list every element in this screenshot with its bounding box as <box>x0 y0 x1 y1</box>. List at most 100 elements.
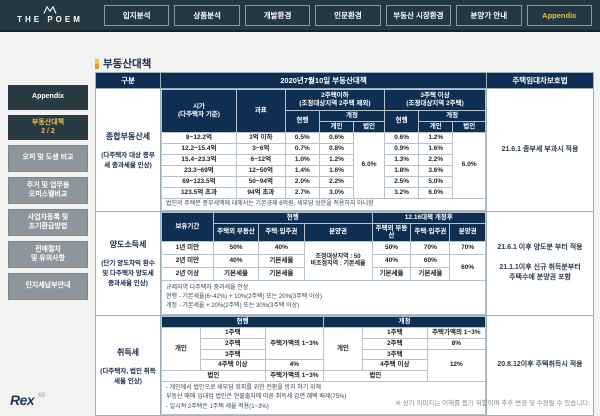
cell: 기본세율 <box>258 267 305 282</box>
table-row: 개인 1주택 주택가액의 1~3% 개인 1주택 주택가액의 1~3% <box>161 326 487 372</box>
yangdo-notes: 규제지역 다주택자 중과세율 인상 현행 - 기본세율(6~42%) + 10%… <box>161 280 486 316</box>
cell: 조정대상지역 : 50 비조정지역 : 기본세율 <box>303 241 373 282</box>
note-text: 21.6.1 종부세 부과시 적용 <box>501 145 579 153</box>
cell: 개정 <box>318 110 386 122</box>
yangdo-table: 보유기간 현행 12.16대책 개정후 주택외 부동산 주택·입주권 분양권 주… <box>161 211 487 316</box>
cell: 69~123.5억 <box>161 175 237 188</box>
cell: 개정 <box>418 110 486 122</box>
sidebar-item-business-registration[interactable]: 사업자등록 및 조기환급방법 <box>8 209 88 236</box>
sidebar-item-stamp-tax[interactable]: 인지세납부안내 <box>8 273 88 300</box>
cell: 3억 이하 <box>235 131 286 144</box>
cell: 123.5억 초과 <box>161 186 237 199</box>
table-row: 1년 미만 50% 40% 조정대상지역 : 50 비조정지역 : 기본세율 5… <box>161 241 486 282</box>
section-label-chwideuk: 취득세 (다주택자, 법인 취득 세율 인상) <box>96 316 160 415</box>
cell: 주택가액의 1~3% <box>426 326 487 339</box>
cell: 2주택이하 (조정대상지역 2주택 제외) <box>284 89 386 111</box>
sidebar-item-appendix[interactable]: Appendix <box>8 85 88 110</box>
cell: 2년 이상 <box>161 267 214 282</box>
cell: 3.6% <box>418 164 454 177</box>
chwideuk-notes: - 개인에서 법인으로 세부담 회피를 위한 전환을 방지 하기 위해 부동산 … <box>161 380 486 415</box>
cell: 3주택 <box>361 348 428 361</box>
cell: 기본세율 <box>258 254 305 269</box>
cell: 개인 <box>161 326 201 372</box>
page-title-text: 부동산대책 <box>103 58 152 70</box>
table-row: 2년 이상 기본세율 기본세율 기본세율 기본세율 <box>161 267 486 282</box>
cell: 1.2% <box>418 131 454 144</box>
cell: 23.3~69억 <box>161 164 237 177</box>
table-row: 8~12.2억 3억 이하 0.5% 0.6% 6.0% 0.6% 1.2% 6… <box>161 131 486 199</box>
cell: 기본세율 <box>371 267 412 282</box>
cell: 4주택 이상 <box>361 359 428 372</box>
table-row: 23.3~69억 12~50억 1.4% 1.6% 1.8% 3.6% <box>161 164 486 177</box>
cell: 법인 <box>322 370 428 382</box>
cell: 50% <box>371 241 412 256</box>
nav-tab-appendix[interactable]: Appendix <box>526 4 592 26</box>
cell: 3주택 이상 (조정대상지역 2주택) <box>384 89 486 111</box>
cell: 개인 <box>418 120 454 133</box>
note-text: 20.8.12이후 주택취득시 적용 <box>497 361 583 369</box>
note-line: 규제지역 다주택자 중과세율 인상 <box>166 284 249 291</box>
table-row: 규제지역 다주택자 중과세율 인상 현행 - 기본세율(6~42%) + 10%… <box>161 280 486 316</box>
cell: 과표 <box>235 89 286 133</box>
cell: 2주택 <box>199 337 266 350</box>
section-body-yangdo: 보유기간 현행 12.16대책 개정후 주택외 부동산 주택·입주권 분양권 주… <box>161 211 487 316</box>
cell: 4주택 이상 <box>199 359 266 372</box>
cell: 6.0% <box>353 131 386 199</box>
cell: 4% <box>264 359 324 372</box>
nav-tab-product-analysis[interactable]: 상품분석 <box>174 4 240 26</box>
cell: 1.6% <box>318 164 355 177</box>
cell: 분양권 <box>449 222 486 243</box>
header-lease-protection: 주택임대차보호법 <box>487 73 593 88</box>
cell: 0.6% <box>384 131 420 144</box>
nav-tab-site-analysis[interactable]: 입지분석 <box>104 4 170 26</box>
cell: 70% <box>449 241 486 256</box>
nav-tab-price-guide[interactable]: 분양가 안내 <box>456 4 522 26</box>
poem-m-icon <box>43 6 57 14</box>
table-row: - 개인에서 법인으로 세부담 회피를 위한 전환을 방지 하기 위해 부동산 … <box>161 380 486 415</box>
section-body-chwideuk: 현행 개정 개인 1주택 주택가액의 1~3% 개인 1주택 주택가액의 1~3… <box>161 316 487 415</box>
sidebar: Appendix 부동산대책 2 / 2 오피 및 도생 비교 주거 및 업무용… <box>8 85 88 300</box>
cell: 1년 미만 <box>161 241 214 256</box>
rex-logo-text: Rex <box>10 392 35 408</box>
cell: 1.3% <box>384 153 420 166</box>
sidebar-item-resale-procedure[interactable]: 전매절차 및 유의사항 <box>8 241 88 268</box>
cell: 기본세율 <box>212 267 260 282</box>
cell: 1.0% <box>284 153 320 166</box>
cell: 1.4% <box>284 164 320 177</box>
table-row: 2년 미만 40% 기본세율 40% 60% 60% <box>161 254 486 282</box>
cell: 2주택 <box>361 337 428 350</box>
table-row: 보유기간 현행 12.16대책 개정후 <box>161 211 487 243</box>
cell: 기본세율 <box>410 267 451 282</box>
cell: 0.6% <box>318 131 355 144</box>
sidebar-item-opi-compare[interactable]: 오피 및 도생 비교 <box>8 145 88 172</box>
cell: 2년 미만 <box>161 254 214 269</box>
cell: 현행 <box>284 110 320 133</box>
nav-tab-development[interactable]: 개발환경 <box>244 4 311 26</box>
cell: 12.16대책 개정후 <box>371 211 487 224</box>
section-subtitle: (다주택자 대상 종부 세 중과세율 인상) <box>101 151 155 169</box>
cell: 개인 <box>318 120 355 133</box>
cell: 60% <box>449 254 486 282</box>
footer-disclaimer: ※ 상기 이미지는 이해를 돕기 위함이며 추후 변경 및 수정될 수 있습니다… <box>395 400 590 407</box>
cell: 40% <box>212 254 260 269</box>
note-line: 현행 - 기본세율(6~42%) + 10%(2주택) 또는 20%(3주택 이… <box>166 294 322 301</box>
nav-tab-humanities[interactable]: 인문환경 <box>315 4 381 26</box>
cell: 주택가액의 1~3% <box>264 326 324 361</box>
table-row: 123.5억 초과 94억 초과 2.7% 3.0% 3.2% 6.0% <box>161 186 486 199</box>
sidebar-item-realestate-policy[interactable]: 부동산대책 2 / 2 <box>8 115 88 140</box>
cell: 1주택 <box>199 326 266 339</box>
table-row: 3주택 3주택 12% <box>162 348 487 382</box>
header-gubun: 구분 <box>96 73 160 88</box>
note-line: - 개인에서 법인으로 세부담 회피를 위한 전환을 방지 하기 위해 <box>166 384 322 391</box>
section-title: 종합부동산세 <box>105 131 151 141</box>
cell: 50~94억 <box>235 175 286 188</box>
cell: 0.5% <box>284 131 320 144</box>
cell: 2.2% <box>318 175 355 188</box>
cell: 현행 <box>161 316 324 328</box>
cell: 주택·입주권 <box>258 222 305 243</box>
sidebar-item-officetel-compare[interactable]: 주거 및 업무용 오피스텔비교 <box>8 177 88 204</box>
cell: 주택·입주권 <box>410 222 451 243</box>
nav-tab-market[interactable]: 부동산 시장환경 <box>385 4 452 26</box>
main-nav: 입지분석 상품분석 개발환경 인문환경 부동산 시장환경 분양가 안내 Appe… <box>100 4 600 26</box>
page-title: 부동산대책 <box>95 56 151 71</box>
